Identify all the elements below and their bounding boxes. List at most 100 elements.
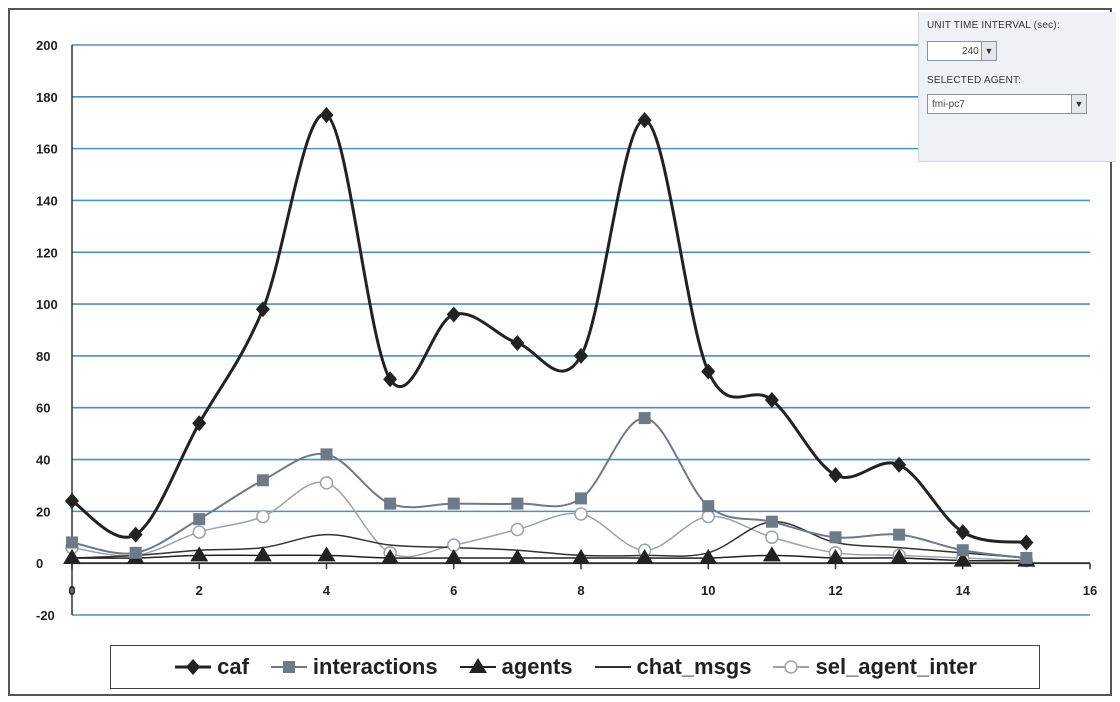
x-tick-label: 2 xyxy=(196,583,203,598)
point-agents xyxy=(444,549,463,564)
interval-select[interactable]: 240 ▼ xyxy=(927,41,997,61)
point-interactions xyxy=(256,474,269,487)
point-sel_agent_inter xyxy=(701,509,715,524)
point-interactions xyxy=(893,528,906,541)
point-agents xyxy=(381,549,400,564)
point-caf xyxy=(828,467,843,484)
y-tick-label: 100 xyxy=(36,297,58,312)
legend-item-sel_agent_inter: sel_agent_inter xyxy=(771,654,977,680)
point-agents xyxy=(635,549,654,564)
legend-item-chat_msgs: chat_msgs xyxy=(593,654,751,680)
point-caf xyxy=(128,526,143,543)
point-interactions xyxy=(765,515,778,528)
legend: caf interactions agents chat_msgs sel_agent_… xyxy=(110,645,1040,689)
point-caf xyxy=(637,112,652,129)
point-caf xyxy=(764,391,779,408)
y-tick-label: 60 xyxy=(36,401,50,416)
point-agents xyxy=(572,549,590,564)
series xyxy=(71,113,1027,562)
point-caf xyxy=(574,347,588,364)
point-interactions xyxy=(447,497,460,510)
point-agents xyxy=(762,546,781,562)
point-caf xyxy=(192,415,207,432)
y-tick-label: 200 xyxy=(36,38,58,53)
legend-swatch-marker xyxy=(282,661,295,673)
x-tick-label: 8 xyxy=(577,583,584,598)
point-agents xyxy=(826,549,845,564)
point-agents xyxy=(953,551,972,567)
point-caf xyxy=(65,493,79,509)
agent-value: fmi-pc7 xyxy=(932,98,965,110)
y-tick-label: 40 xyxy=(36,453,50,468)
agent-select[interactable]: fmi-pc7 ▼ xyxy=(927,94,1087,114)
point-agents xyxy=(63,549,81,564)
chevron-down-icon[interactable]: ▼ xyxy=(981,42,996,60)
point-agents xyxy=(508,549,527,564)
legend-item-caf: caf xyxy=(173,654,249,680)
point-sel_agent_inter xyxy=(256,509,270,524)
point-interactions xyxy=(638,412,651,425)
point-interactions xyxy=(320,448,333,461)
point-caf xyxy=(255,301,270,318)
point-interactions xyxy=(384,497,397,510)
agent-label: SELECTED AGENT: xyxy=(927,75,1022,86)
legend-item-agents: agents xyxy=(458,654,573,680)
point-agents xyxy=(890,549,909,564)
y-tick-label: 0 xyxy=(36,556,43,571)
point-caf xyxy=(955,524,970,541)
point-interactions xyxy=(575,492,587,505)
series-line-interactions xyxy=(71,417,1027,559)
point-caf xyxy=(383,371,398,388)
legend-label: interactions xyxy=(312,654,438,679)
legend-swatch-marker xyxy=(186,659,201,675)
legend-swatch-marker xyxy=(784,660,799,674)
point-agents xyxy=(699,549,718,564)
point-interactions xyxy=(1020,552,1033,564)
x-tick-label: 16 xyxy=(1083,583,1097,598)
y-tick-label: -20 xyxy=(36,608,55,623)
legend-swatch xyxy=(175,659,212,675)
y-tick-label: 140 xyxy=(36,193,58,208)
point-sel_agent_inter xyxy=(319,476,334,490)
x-tick-label: 4 xyxy=(323,583,331,598)
point-caf xyxy=(892,456,907,473)
point-interactions xyxy=(511,497,524,510)
legend-item-interactions: interactions xyxy=(269,654,438,680)
legend-label: caf xyxy=(217,654,249,679)
point-agents xyxy=(190,546,209,562)
series-line-sel_agent_inter xyxy=(71,481,1027,562)
point-caf xyxy=(1019,534,1034,551)
legend-swatch xyxy=(459,658,496,673)
legend-swatch xyxy=(773,660,810,674)
point-agents xyxy=(253,546,272,562)
legend-label: agents xyxy=(501,654,573,679)
point-interactions xyxy=(702,500,715,513)
series-line-caf xyxy=(71,113,1027,544)
series-line-agents xyxy=(71,554,1027,562)
interval-value: 240 xyxy=(962,45,979,57)
chevron-down-icon[interactable]: ▼ xyxy=(1071,95,1086,113)
x-tick-label: 12 xyxy=(828,583,842,598)
point-caf xyxy=(319,106,334,123)
point-interactions xyxy=(829,531,842,544)
control-panel: UNIT TIME INTERVAL (sec): 240 ▼ SELECTED… xyxy=(918,12,1116,162)
legend-swatch xyxy=(594,666,631,668)
point-agents xyxy=(317,546,336,562)
legend-swatch xyxy=(270,661,307,673)
point-interactions xyxy=(956,544,969,557)
point-interactions xyxy=(129,546,142,559)
legend-label: sel_agent_inter xyxy=(815,654,977,679)
point-sel_agent_inter xyxy=(510,522,525,537)
y-tick-label: 80 xyxy=(36,349,50,364)
y-tick-label: 180 xyxy=(36,90,58,105)
point-sel_agent_inter xyxy=(765,530,779,545)
point-caf xyxy=(510,334,525,351)
x-tick-label: 6 xyxy=(450,583,457,598)
point-sel_agent_inter xyxy=(574,507,588,521)
point-caf xyxy=(701,363,716,380)
x-tick-label: 10 xyxy=(701,583,715,598)
x-tick-label: 0 xyxy=(68,583,75,598)
markers xyxy=(63,106,1036,568)
y-tick-label: 160 xyxy=(36,142,58,157)
